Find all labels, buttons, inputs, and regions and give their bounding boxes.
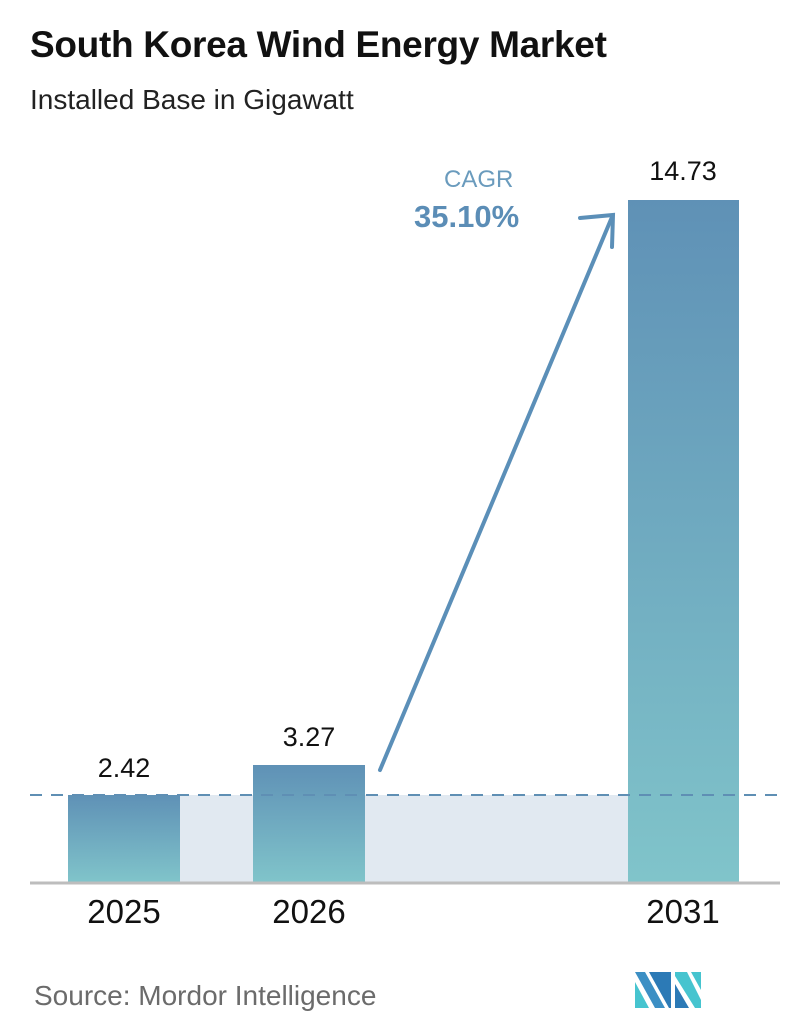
bar-value-2026: 3.27 [282,722,336,752]
bar-2025 [68,795,180,882]
cagr-arrow-icon [378,212,616,772]
x-label-2031: 2031 [646,893,720,930]
source-text: Source: Mordor Intelligence [34,980,377,1011]
baseline-band [180,795,628,882]
cagr-value: 35.10% [414,199,520,234]
mordor-intelligence-logo-icon [635,972,701,1008]
x-label-2026: 2026 [272,893,346,930]
chart-subtitle: Installed Base in Gigawatt [30,84,354,115]
bar-value-2025: 2.42 [97,753,151,783]
cagr-label: CAGR [444,166,514,193]
bar-value-2031: 14.73 [649,156,717,186]
bar-2031 [628,200,739,882]
chart-title: South Korea Wind Energy Market [30,24,607,65]
bar-2026 [253,765,365,882]
x-label-2025: 2025 [87,893,161,930]
